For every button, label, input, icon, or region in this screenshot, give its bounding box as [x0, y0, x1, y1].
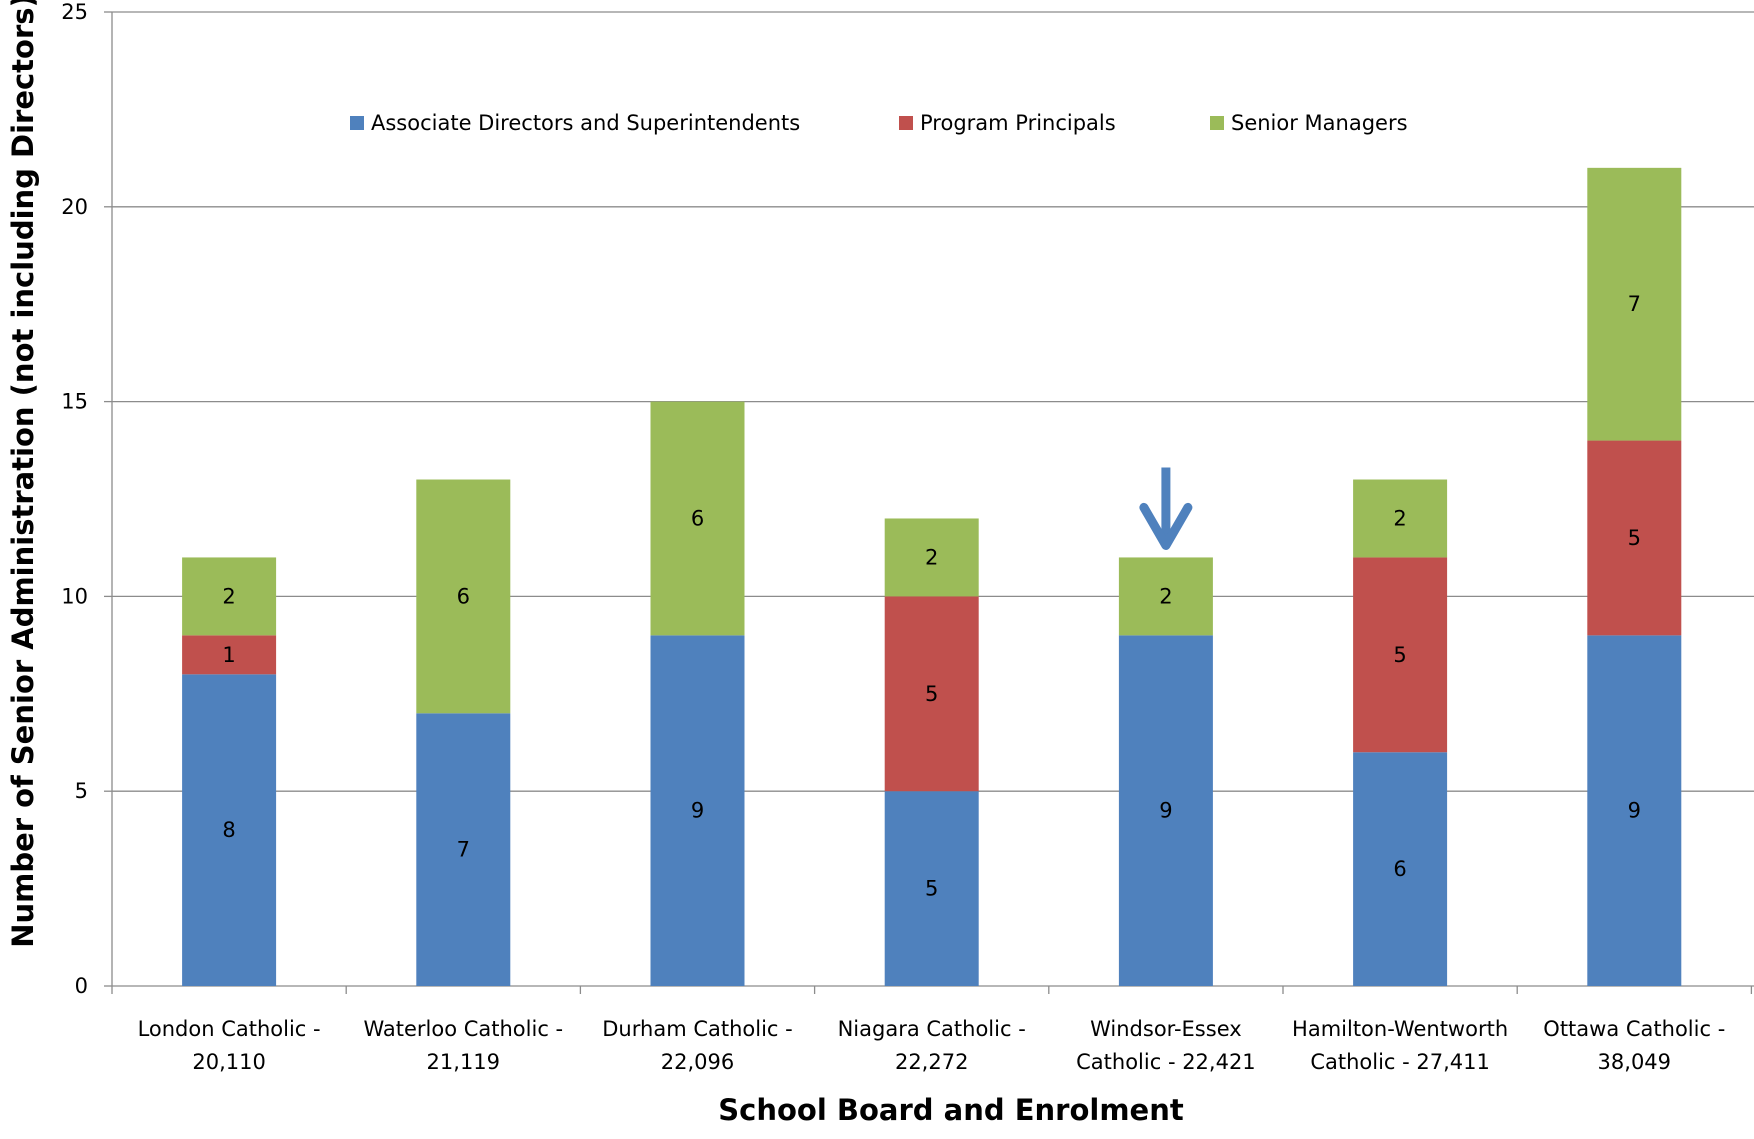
- x-tick-label: 38,049: [1598, 1050, 1671, 1074]
- y-tick-label: 10: [61, 584, 88, 608]
- x-axis-title: School Board and Enrolment: [718, 1093, 1184, 1127]
- data-label: 7: [1628, 292, 1641, 316]
- legend-label: Senior Managers: [1231, 111, 1408, 135]
- x-tick-label: 22,096: [661, 1050, 734, 1074]
- data-label: 5: [1628, 526, 1641, 550]
- data-label: 8: [222, 818, 235, 842]
- data-label: 9: [691, 799, 704, 823]
- y-tick-label: 15: [61, 390, 88, 414]
- y-tick-label: 20: [61, 195, 88, 219]
- data-labels: 8 1 2 7 6 9 6 5 5 2 9 2 6 5 2 9 5 7: [222, 292, 1641, 900]
- x-tick-label: Catholic - 27,411: [1310, 1050, 1490, 1074]
- x-tick-label: London Catholic -: [138, 1017, 321, 1041]
- bars: [182, 167, 1682, 986]
- x-tick-label: 20,110: [192, 1050, 265, 1074]
- bar-segment: [884, 518, 979, 597]
- data-label: 2: [1159, 584, 1172, 608]
- x-tick-label: 22,272: [895, 1050, 968, 1074]
- data-label: 2: [925, 545, 938, 569]
- bar-segment: [416, 479, 511, 714]
- gridlines: [112, 11, 1754, 792]
- bar-segment: [182, 557, 277, 636]
- bar-segment: [650, 635, 745, 986]
- bar-segment: [884, 791, 979, 986]
- x-tick-label: Hamilton-Wentworth: [1292, 1017, 1508, 1041]
- bar-segment: [1587, 167, 1682, 441]
- x-tick-label: Niagara Catholic -: [838, 1017, 1026, 1041]
- down-arrow-icon: [1139, 467, 1193, 550]
- x-tick-label: Durham Catholic -: [602, 1017, 792, 1041]
- bar-segment: [884, 596, 979, 792]
- data-label: 5: [925, 682, 938, 706]
- y-tick-label: 5: [75, 779, 88, 803]
- bar-segment: [1587, 635, 1682, 986]
- data-label: 6: [691, 506, 704, 530]
- bar-segment: [1353, 557, 1448, 753]
- data-label: 6: [1393, 857, 1406, 881]
- bar-segment: [1353, 752, 1448, 986]
- legend: Associate Directors and Superintendents P…: [350, 111, 1408, 135]
- x-tick-label: Catholic - 22,421: [1076, 1050, 1256, 1074]
- x-tick-label: Windsor-Essex: [1090, 1017, 1242, 1041]
- data-label: 5: [1393, 643, 1406, 667]
- annotations: [1139, 467, 1193, 550]
- legend-swatch: [899, 116, 913, 130]
- legend-label: Associate Directors and Superintendents: [371, 111, 800, 135]
- data-label: 9: [1628, 799, 1641, 823]
- bar-segment: [182, 635, 277, 675]
- y-axis-title: Number of Senior Administration (not inc…: [6, 0, 40, 948]
- data-label: 7: [457, 838, 470, 862]
- bar-segment: [182, 674, 277, 986]
- bar-segment: [1118, 635, 1213, 986]
- bar-segment: [1118, 557, 1213, 636]
- legend-label: Program Principals: [920, 111, 1116, 135]
- y-tick-label: 25: [61, 0, 88, 24]
- data-label: 6: [457, 584, 470, 608]
- arrow-head: [1139, 502, 1193, 550]
- data-label: 9: [1159, 799, 1172, 823]
- legend-swatch: [1210, 116, 1224, 130]
- data-label: 2: [1393, 506, 1406, 530]
- y-tick-label: 0: [75, 974, 88, 998]
- bar-segment: [416, 713, 511, 986]
- bar-segment: [1587, 440, 1682, 636]
- x-tick-label: Ottawa Catholic -: [1543, 1017, 1725, 1041]
- legend-swatch: [350, 116, 364, 130]
- x-tick-label: Waterloo Catholic -: [363, 1017, 563, 1041]
- bar-segment: [1353, 479, 1448, 558]
- data-label: 5: [925, 877, 938, 901]
- x-tick-label: 21,119: [427, 1050, 500, 1074]
- bar-segment: [650, 401, 745, 636]
- data-label: 2: [222, 584, 235, 608]
- data-label: 1: [222, 643, 235, 667]
